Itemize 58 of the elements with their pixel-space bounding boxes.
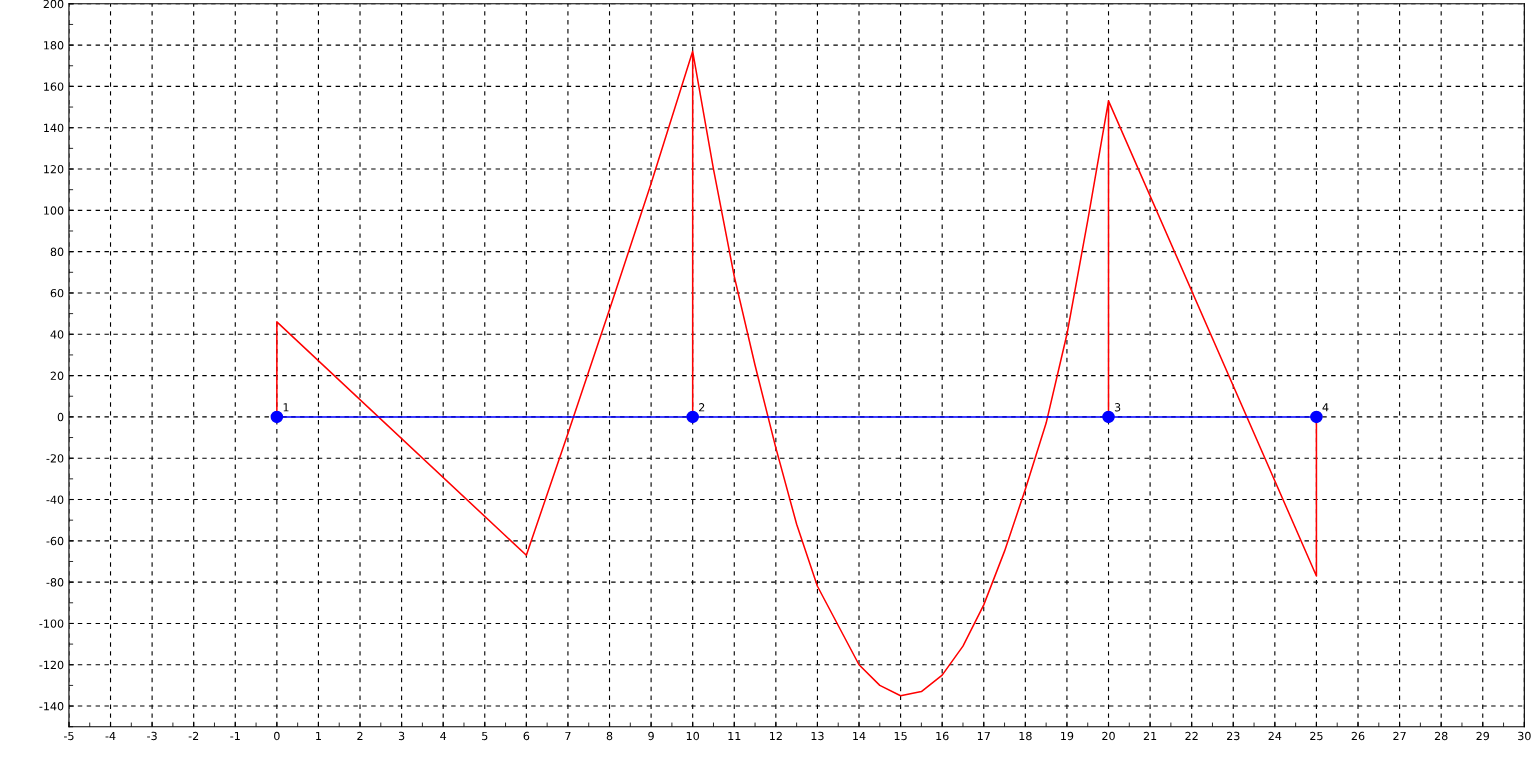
x-tick-label: -3 (147, 731, 157, 741)
x-tick-label: -5 (63, 731, 74, 741)
y-tick-label: 60 (50, 288, 64, 298)
y-tick-label: 0 (57, 412, 64, 422)
y-tick-label: 20 (50, 371, 64, 380)
y-tick-label: -120 (39, 660, 64, 670)
x-tick-label: 18 (1019, 731, 1032, 741)
y-tick-label: -140 (39, 702, 64, 711)
y-tick-label: -100 (39, 619, 64, 628)
x-tick-label: 4 (440, 731, 447, 741)
x-tick-label: 24 (1268, 731, 1282, 741)
y-tick-label: 80 (50, 247, 64, 257)
x-tick-label: 17 (977, 731, 990, 741)
x-tick-label: -4 (105, 731, 116, 741)
annotation: 2 (699, 403, 705, 412)
x-tick-label: 13 (811, 731, 824, 741)
y-tick-label: 120 (44, 165, 64, 174)
x-tick-label: 11 (728, 731, 741, 741)
x-tick-label: 25 (1310, 731, 1323, 741)
x-tick-label: 19 (1061, 731, 1074, 741)
x-tick-label: 10 (686, 731, 700, 741)
x-tick-label: 0 (274, 731, 280, 741)
x-tick-label: 7 (565, 731, 571, 741)
annotation: 3 (1114, 403, 1121, 412)
y-tick-label: -40 (46, 495, 64, 504)
y-tick-label: -80 (46, 578, 64, 587)
x-tick-label: 15 (894, 731, 907, 741)
x-tick-label: -2 (188, 731, 199, 741)
x-tick-label: 3 (398, 731, 405, 741)
y-tick-label: 160 (44, 82, 64, 91)
y-tick-label: -60 (46, 536, 64, 546)
annotation: 1 (283, 403, 289, 412)
y-tick-label: -20 (46, 454, 64, 463)
annotation: 4 (1322, 403, 1329, 412)
x-tick-label: 27 (1393, 731, 1406, 741)
x-tick-label: 22 (1185, 731, 1198, 741)
y-tick-label: 40 (50, 330, 64, 339)
x-tick-label: 14 (853, 731, 866, 741)
x-tick-label: 30 (1518, 731, 1531, 741)
x-tick-label: 26 (1351, 731, 1365, 741)
x-tick-label: 2 (357, 731, 363, 741)
x-tick-label: 6 (523, 731, 530, 741)
x-tick-label: 5 (482, 731, 488, 741)
y-tick-label: 180 (44, 41, 64, 50)
x-tick-label: 1 (316, 731, 321, 741)
x-tick-label: 9 (648, 731, 654, 741)
x-tick-label: 12 (770, 731, 782, 741)
x-tick-label: 8 (606, 731, 613, 741)
x-tick-label: 23 (1227, 731, 1240, 741)
x-tick-label: -1 (230, 731, 240, 741)
x-tick-label: 28 (1434, 731, 1448, 741)
y-tick-label: 100 (44, 206, 64, 215)
y-tick-label: 200 (43, 0, 64, 9)
x-tick-label: 29 (1476, 731, 1490, 741)
x-tick-label: 20 (1102, 731, 1115, 741)
y-tick-label: 140 (44, 123, 64, 133)
x-tick-label: 16 (936, 731, 949, 741)
x-tick-label: 21 (1143, 731, 1157, 741)
